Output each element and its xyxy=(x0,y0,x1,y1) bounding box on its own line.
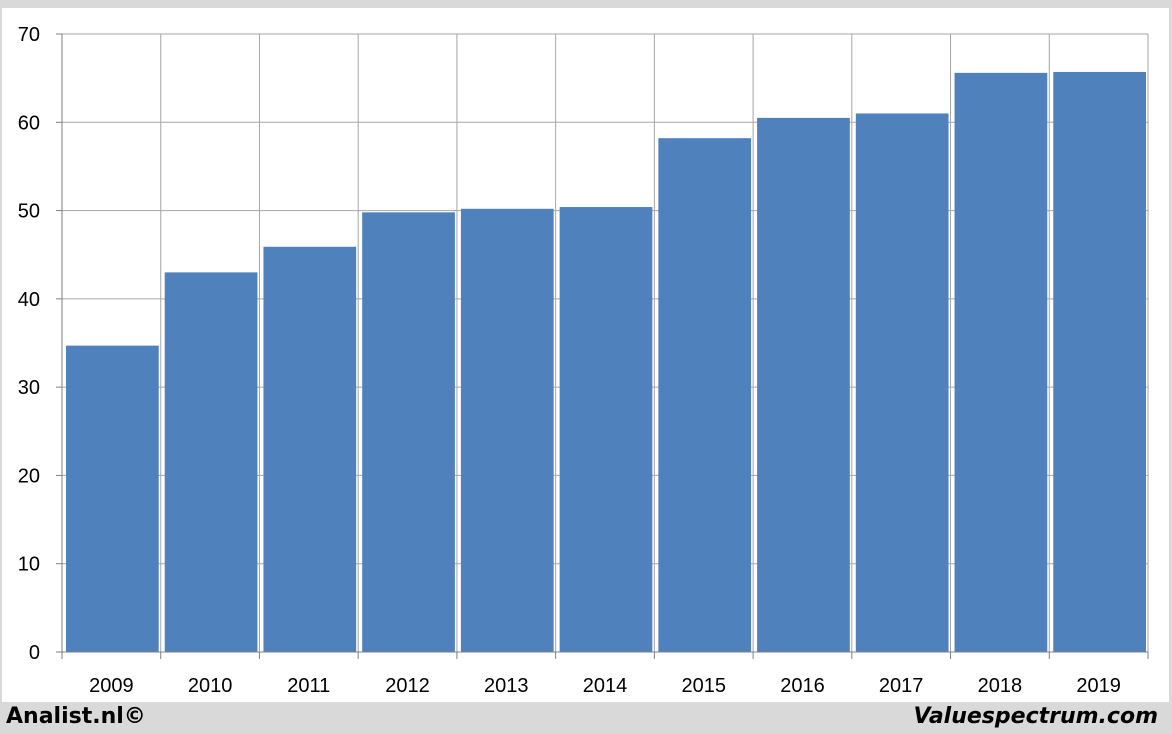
x-tick-label: 2019 xyxy=(1076,675,1121,697)
footer-credit-right: Valuespectrum.com xyxy=(913,704,1158,729)
bar-2012 xyxy=(362,212,455,652)
footer-credit-left: Analist.nl© xyxy=(6,704,146,729)
bar-2013 xyxy=(460,208,554,652)
bar-2010 xyxy=(164,272,258,652)
x-tick-label: 2012 xyxy=(385,675,430,697)
bar-2017 xyxy=(855,113,949,652)
axes xyxy=(56,33,1149,659)
bar-2019 xyxy=(1053,71,1146,652)
x-tick-label: 2015 xyxy=(681,675,726,697)
y-tick-label: 10 xyxy=(18,554,40,576)
x-tick-label: 2013 xyxy=(484,675,529,697)
y-tick-label: 0 xyxy=(29,642,40,664)
x-tick-label: 2011 xyxy=(287,675,330,697)
x-tick-label: 2010 xyxy=(188,675,233,697)
bar-2014 xyxy=(559,207,653,653)
x-tick-labels: 2009 2010 2011 2012 2013 2014 2015 2016 2017 2018… xyxy=(89,675,1121,697)
x-tick-label: 2016 xyxy=(780,675,825,697)
bar-2018 xyxy=(954,72,1048,653)
x-tick-label: 2018 xyxy=(978,675,1023,697)
bar-2011 xyxy=(263,246,357,653)
x-tick-label: 2014 xyxy=(583,675,628,697)
y-tick-labels: 0 10 20 30 40 50 60 70 xyxy=(18,24,40,664)
bar-2015 xyxy=(658,138,752,653)
bars xyxy=(66,71,1146,653)
y-tick-label: 60 xyxy=(18,112,40,134)
y-tick-label: 50 xyxy=(18,201,40,223)
y-tick-label: 30 xyxy=(18,377,40,399)
y-tick-label: 70 xyxy=(18,24,40,46)
vertical-gridlines xyxy=(160,34,1149,652)
bar-2009 xyxy=(66,345,159,652)
x-tick-label: 2017 xyxy=(879,675,924,697)
bar-2016 xyxy=(757,117,850,652)
y-tick-label: 40 xyxy=(18,289,40,311)
x-tick-label: 2009 xyxy=(89,675,134,697)
y-tick-label: 20 xyxy=(18,465,40,487)
